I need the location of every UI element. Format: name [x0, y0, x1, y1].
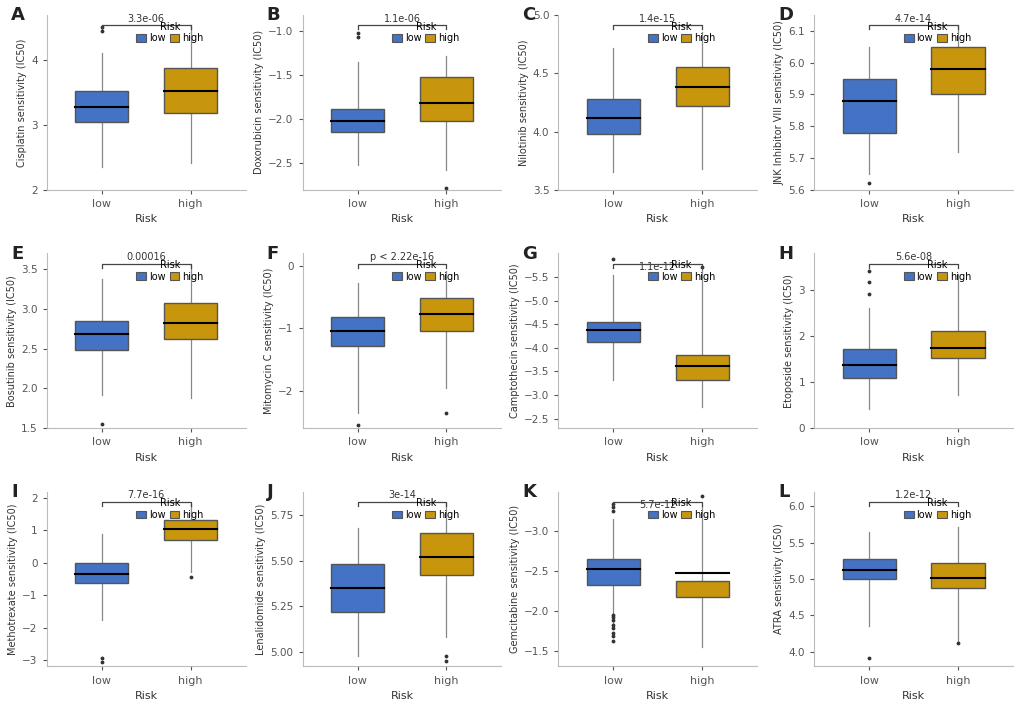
Text: F: F: [267, 244, 279, 263]
Text: L: L: [777, 483, 789, 501]
Text: 5.6e-08: 5.6e-08: [894, 252, 931, 262]
Bar: [420, 76, 473, 121]
Text: p < 2.22e-16: p < 2.22e-16: [370, 252, 434, 262]
Bar: [842, 559, 895, 579]
Y-axis label: Doxorubicin sensitivity (IC50): Doxorubicin sensitivity (IC50): [254, 30, 264, 174]
Legend: low, high: low, high: [135, 20, 206, 45]
Bar: [842, 79, 895, 132]
Bar: [164, 520, 217, 539]
Y-axis label: Etoposide sensitivity (IC50): Etoposide sensitivity (IC50): [784, 274, 794, 408]
Legend: low, high: low, high: [390, 496, 461, 522]
Bar: [675, 581, 729, 597]
Bar: [330, 564, 384, 612]
Bar: [420, 298, 473, 331]
Text: I: I: [11, 483, 17, 501]
Bar: [330, 317, 384, 346]
Text: 5.7e-12: 5.7e-12: [639, 501, 676, 510]
Bar: [75, 91, 128, 122]
Text: 3e-14: 3e-14: [387, 491, 416, 501]
Bar: [930, 563, 983, 588]
Text: 1.4e-15: 1.4e-15: [639, 13, 676, 23]
Y-axis label: Camptothecin sensitivity (IC50): Camptothecin sensitivity (IC50): [510, 263, 520, 418]
Text: 1.1e-12: 1.1e-12: [639, 262, 676, 272]
Bar: [930, 47, 983, 94]
X-axis label: Risk: Risk: [135, 215, 158, 224]
Text: A: A: [11, 6, 24, 24]
Text: J: J: [267, 483, 273, 501]
Legend: low, high: low, high: [135, 258, 206, 283]
Y-axis label: Bosutinib sensitivity (IC50): Bosutinib sensitivity (IC50): [7, 275, 17, 406]
X-axis label: Risk: Risk: [646, 691, 668, 701]
Legend: low, high: low, high: [645, 20, 716, 45]
Bar: [75, 564, 128, 583]
X-axis label: Risk: Risk: [390, 215, 413, 224]
Bar: [164, 68, 217, 113]
X-axis label: Risk: Risk: [390, 452, 413, 463]
Y-axis label: Mitomycin C sensitivity (IC50): Mitomycin C sensitivity (IC50): [264, 268, 274, 414]
Y-axis label: Lenalidomide sensitivity (IC50): Lenalidomide sensitivity (IC50): [256, 503, 266, 655]
X-axis label: Risk: Risk: [646, 215, 668, 224]
Bar: [675, 355, 729, 380]
Text: 3.3e-06: 3.3e-06: [127, 13, 164, 23]
Bar: [164, 302, 217, 339]
X-axis label: Risk: Risk: [135, 452, 158, 463]
Y-axis label: Nilotinib sensitivity (IC50): Nilotinib sensitivity (IC50): [518, 39, 528, 166]
Legend: low, high: low, high: [390, 258, 461, 283]
Text: 1.1e-06: 1.1e-06: [383, 13, 420, 23]
Y-axis label: Gemcitabine sensitivity (IC50): Gemcitabine sensitivity (IC50): [510, 505, 520, 653]
Bar: [930, 331, 983, 358]
Text: 1.2e-12: 1.2e-12: [894, 491, 931, 501]
Bar: [586, 559, 640, 586]
Legend: low, high: low, high: [901, 258, 972, 283]
X-axis label: Risk: Risk: [901, 691, 924, 701]
Legend: low, high: low, high: [645, 496, 716, 522]
Legend: low, high: low, high: [135, 496, 206, 522]
Text: G: G: [522, 244, 537, 263]
Text: C: C: [522, 6, 535, 24]
Bar: [675, 67, 729, 106]
Text: 7.7e-16: 7.7e-16: [127, 491, 165, 501]
Text: K: K: [522, 483, 536, 501]
Text: B: B: [267, 6, 280, 24]
Text: 0.00016: 0.00016: [126, 252, 166, 262]
Bar: [586, 322, 640, 342]
X-axis label: Risk: Risk: [901, 452, 924, 463]
Y-axis label: Cisplatin sensitivity (IC50): Cisplatin sensitivity (IC50): [17, 38, 26, 166]
X-axis label: Risk: Risk: [390, 691, 413, 701]
Y-axis label: JNK Inhibitor VIII sensitivity (IC50): JNK Inhibitor VIII sensitivity (IC50): [773, 20, 784, 185]
Bar: [842, 349, 895, 377]
Text: E: E: [11, 244, 23, 263]
Legend: low, high: low, high: [901, 20, 972, 45]
Legend: low, high: low, high: [645, 258, 716, 283]
Y-axis label: ATRA sensitivity (IC50): ATRA sensitivity (IC50): [773, 524, 784, 634]
X-axis label: Risk: Risk: [646, 452, 668, 463]
Bar: [330, 108, 384, 132]
Bar: [586, 99, 640, 134]
Legend: low, high: low, high: [901, 496, 972, 522]
X-axis label: Risk: Risk: [901, 215, 924, 224]
Bar: [420, 534, 473, 576]
Text: 4.7e-14: 4.7e-14: [894, 13, 931, 23]
Bar: [75, 321, 128, 350]
Y-axis label: Methotrexate sensitivity (IC50): Methotrexate sensitivity (IC50): [8, 503, 18, 655]
X-axis label: Risk: Risk: [135, 691, 158, 701]
Legend: low, high: low, high: [390, 20, 461, 45]
Text: H: H: [777, 244, 793, 263]
Text: D: D: [777, 6, 793, 24]
